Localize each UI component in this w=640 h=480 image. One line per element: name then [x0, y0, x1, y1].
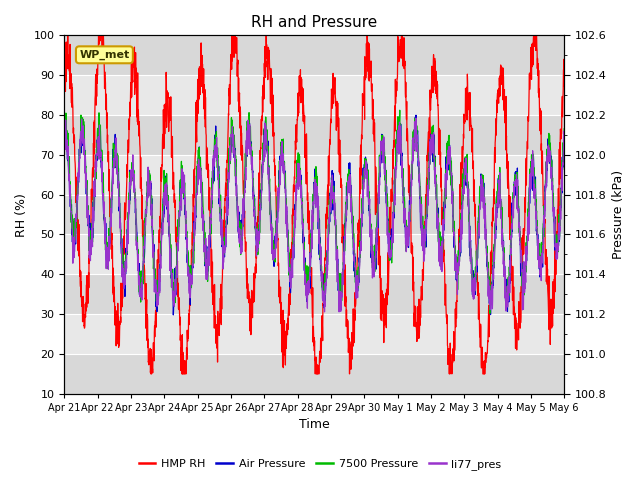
Bar: [64, 314, 564, 354]
Legend: HMP RH, Air Pressure, 7500 Pressure, li77_pres: HMP RH, Air Pressure, 7500 Pressure, li7…: [134, 455, 506, 474]
Bar: [64, 115, 564, 155]
Title: RH and Pressure: RH and Pressure: [251, 15, 378, 30]
Bar: [64, 155, 564, 195]
Bar: [64, 354, 564, 394]
Bar: [64, 275, 564, 314]
Bar: [64, 195, 564, 235]
Y-axis label: Pressure (kPa): Pressure (kPa): [612, 170, 625, 259]
Bar: [64, 36, 564, 75]
Bar: [64, 75, 564, 115]
Y-axis label: RH (%): RH (%): [15, 192, 28, 237]
X-axis label: Time: Time: [299, 419, 330, 432]
Text: WP_met: WP_met: [79, 49, 129, 60]
Bar: [64, 235, 564, 275]
